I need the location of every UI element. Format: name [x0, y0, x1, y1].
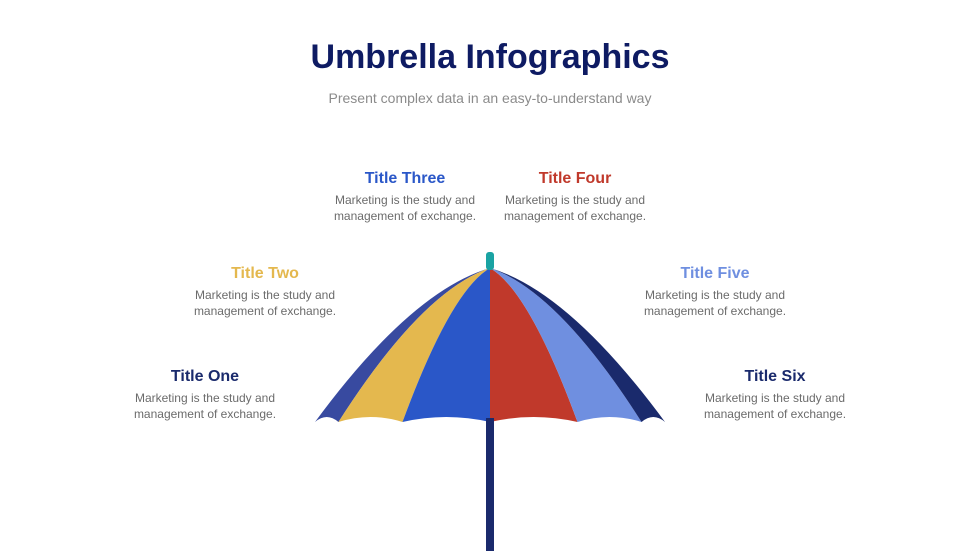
- umbrella-tip: [486, 252, 494, 270]
- callout-desc-four: Marketing is the study and management of…: [475, 192, 675, 224]
- stage: Umbrella Infographics Present complex da…: [0, 0, 980, 551]
- umbrella-scallop-5: [578, 423, 642, 463]
- umbrella-scallop-3: [403, 423, 491, 463]
- callout-title-four: Title Four: [475, 170, 675, 188]
- callout-one: Title One Marketing is the study and mana…: [105, 368, 305, 422]
- callout-two: Title Two Marketing is the study and mana…: [165, 265, 365, 319]
- callout-six: Title Six Marketing is the study and mana…: [675, 368, 875, 422]
- umbrella-scallop-1: [315, 423, 338, 463]
- page-title: Umbrella Infographics: [0, 38, 980, 77]
- callout-title-six: Title Six: [675, 368, 875, 386]
- umbrella-scallop-4: [490, 423, 578, 463]
- callout-title-two: Title Two: [165, 265, 365, 283]
- callout-desc-five: Marketing is the study and management of…: [615, 287, 815, 319]
- callout-title-one: Title One: [105, 368, 305, 386]
- umbrella-scallop-6: [642, 423, 665, 463]
- callout-four: Title Four Marketing is the study and man…: [475, 170, 675, 224]
- callout-five: Title Five Marketing is the study and man…: [615, 265, 815, 319]
- umbrella-pole: [486, 418, 494, 551]
- umbrella-scallop-2: [338, 423, 402, 463]
- callout-desc-one: Marketing is the study and management of…: [105, 390, 305, 422]
- page-subtitle: Present complex data in an easy-to-under…: [0, 90, 980, 106]
- callout-desc-six: Marketing is the study and management of…: [675, 390, 875, 422]
- callout-title-five: Title Five: [615, 265, 815, 283]
- callout-desc-two: Marketing is the study and management of…: [165, 287, 365, 319]
